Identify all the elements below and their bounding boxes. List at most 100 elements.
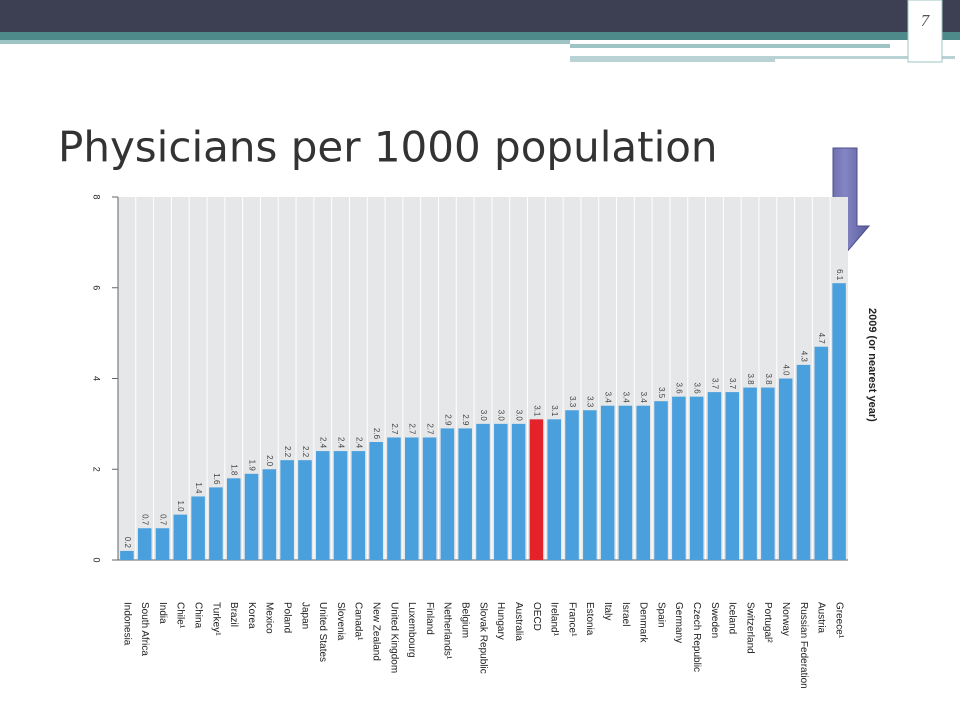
bar	[155, 528, 170, 560]
y-tick-label: 4	[92, 376, 102, 381]
x-tick-label: Brazil	[228, 602, 239, 627]
value-label: 3.3	[568, 396, 577, 408]
x-tick-label: Luxembourg	[406, 602, 417, 658]
x-tick-label: Canada¹	[353, 602, 364, 641]
x-tick-label: Germany	[673, 602, 684, 643]
bar	[369, 442, 383, 560]
bar	[422, 437, 437, 560]
bar	[333, 451, 348, 560]
value-label: 3.0	[497, 410, 506, 422]
slide-number: 7	[921, 11, 931, 30]
x-tick-label: Estonia	[584, 602, 595, 636]
x-tick-label: Greece¹	[833, 602, 844, 639]
value-label: 3.4	[639, 392, 648, 404]
x-tick-label: Indonesia	[121, 602, 132, 646]
bar	[814, 346, 829, 560]
bar	[583, 410, 597, 560]
x-tick-label: Mexico	[264, 602, 275, 634]
bar	[494, 423, 508, 560]
x-tick-label: Sweden	[709, 602, 720, 638]
x-tick-label: New Zealand	[371, 602, 382, 661]
x-tick-label: Czech Republic	[691, 602, 702, 672]
value-label: 3.3	[586, 396, 595, 408]
x-tick-label: Netherlands¹	[442, 602, 453, 660]
value-label: 3.7	[728, 378, 737, 390]
header-stripe	[570, 56, 775, 62]
bar	[565, 410, 579, 560]
value-label: 2.2	[301, 446, 310, 458]
x-tick-label: Slovenia	[335, 602, 346, 641]
x-tick-label: Belgium	[460, 602, 471, 638]
value-label: 1.9	[247, 460, 256, 472]
bar	[778, 378, 793, 560]
x-tick-label: Ireland¹	[549, 602, 560, 637]
bar	[440, 428, 455, 560]
value-label: 2.2	[283, 446, 292, 458]
bar	[315, 451, 330, 560]
bar	[529, 419, 544, 560]
x-tick-label: Switzerland	[744, 602, 755, 654]
header-stripe	[775, 56, 955, 59]
bar	[137, 528, 152, 560]
x-tick-label: Norway	[780, 602, 791, 636]
x-tick-label: Portugal²	[762, 602, 773, 643]
x-tick-label: United States	[317, 602, 328, 662]
bar	[120, 550, 134, 560]
value-label: 0.2	[123, 537, 132, 549]
bar	[191, 496, 205, 560]
value-label: 3.7	[710, 378, 719, 390]
value-label: 3.5	[657, 387, 666, 399]
bar	[405, 437, 419, 560]
bar	[280, 460, 294, 560]
value-label: 2.7	[425, 423, 434, 435]
header-stripe	[0, 40, 570, 44]
slide-title: Physicians per 1000 population	[58, 123, 718, 172]
value-label: 1.8	[230, 464, 239, 476]
x-tick-label: Finland	[424, 602, 435, 635]
x-tick-label: Russian Federation	[798, 602, 809, 689]
value-label: 1.6	[212, 473, 221, 485]
y-tick-label: 2	[92, 467, 102, 472]
bar	[796, 364, 811, 560]
y-axis-label: 2009 (or nearest year)	[866, 308, 878, 422]
value-label: 4.0	[782, 364, 791, 376]
value-label: 4.3	[799, 351, 808, 363]
chart: 0 2 4 6 8 Indonesia 0.2 South Africa 0.7 India 0.7…	[92, 194, 878, 688]
bar	[351, 451, 366, 560]
bar	[618, 405, 633, 560]
value-label: 3.1	[550, 405, 559, 417]
value-label: 3.6	[693, 383, 702, 395]
value-label: 3.8	[746, 373, 755, 385]
x-tick-label: Poland	[282, 602, 293, 633]
bar	[725, 392, 740, 560]
bar	[654, 401, 668, 560]
bar	[458, 428, 472, 560]
bar	[226, 478, 241, 560]
value-label: 2.7	[408, 423, 417, 435]
header-stripe	[570, 44, 890, 48]
bar	[244, 473, 259, 560]
value-label: 6.1	[835, 269, 844, 281]
x-tick-label: India	[157, 602, 168, 624]
y-tick-label: 6	[92, 285, 102, 290]
bar	[761, 387, 775, 560]
value-label: 3.0	[479, 410, 488, 422]
x-tick-label: Austria	[816, 602, 827, 634]
y-tick-label: 0	[92, 557, 102, 562]
bar	[476, 423, 490, 560]
x-tick-label: Hungary	[495, 602, 506, 640]
bar	[262, 469, 277, 560]
value-label: 2.0	[265, 455, 274, 467]
x-tick-label: Chile¹	[175, 602, 186, 629]
value-label: 4.7	[817, 333, 826, 345]
bar	[707, 392, 722, 560]
value-label: 3.4	[621, 392, 630, 404]
bar	[672, 396, 686, 560]
x-tick-label: Iceland	[727, 602, 738, 634]
value-label: 3.6	[675, 383, 684, 395]
bar	[511, 423, 526, 560]
value-label: 2.7	[390, 423, 399, 435]
bar	[547, 419, 561, 560]
bar	[209, 487, 223, 560]
